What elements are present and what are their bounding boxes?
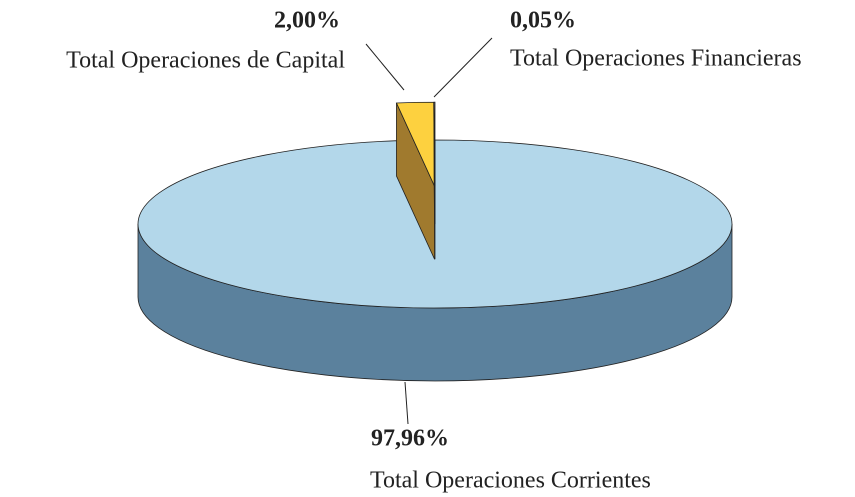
leader-line xyxy=(404,381,409,425)
leader-lines xyxy=(365,37,493,425)
category-label: Total Operaciones de Capital xyxy=(66,48,345,74)
slice xyxy=(433,101,436,187)
leader-line xyxy=(365,43,405,91)
leader-line xyxy=(433,37,493,98)
value-label: 97,96% xyxy=(371,426,449,452)
value-label: 0,05% xyxy=(510,8,576,34)
value-label: 2,00% xyxy=(274,8,340,34)
category-label: Total Operaciones Financieras xyxy=(510,46,802,72)
category-label: Total Operaciones Corrientes xyxy=(370,468,651,494)
